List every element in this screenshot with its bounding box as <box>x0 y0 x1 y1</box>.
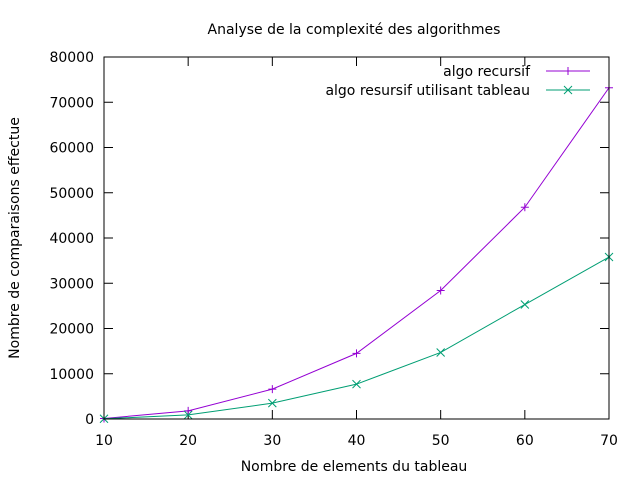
data-point-series-1 <box>352 379 361 389</box>
x-axis-label: Nombre de elements du tableau <box>241 459 468 475</box>
series-line-0 <box>103 87 610 420</box>
y-tick-label: 0 <box>85 412 94 428</box>
x-tick-label: 10 <box>95 433 113 449</box>
x-tick-label: 60 <box>516 433 534 449</box>
x-tick-label: 40 <box>348 433 366 449</box>
x-tick-label: 20 <box>179 433 197 449</box>
plot-frame <box>103 56 610 420</box>
data-point-series-0 <box>184 406 193 415</box>
x-tick-label: 30 <box>263 433 281 449</box>
data-point-series-0 <box>268 385 277 394</box>
data-point-series-1 <box>436 348 446 357</box>
y-tick-label: 10000 <box>49 367 94 383</box>
data-point-series-1 <box>520 300 530 309</box>
legend-swatch-marker <box>563 85 573 95</box>
series-line-1 <box>103 256 610 420</box>
y-tick-label: 80000 <box>49 50 94 66</box>
y-tick-label: 20000 <box>49 322 94 338</box>
legend: algo recursif algo resursif utilisant tab… <box>325 64 590 99</box>
legend-swatch-marker <box>564 67 572 75</box>
y-tick-label: 30000 <box>49 276 94 292</box>
series-lines <box>99 83 614 424</box>
legend-label: algo resursif utilisant tableau <box>325 83 530 99</box>
x-tick-label: 50 <box>432 433 450 449</box>
y-tick-label: 60000 <box>49 141 94 157</box>
data-point-series-1 <box>183 410 193 420</box>
y-tick-label: 50000 <box>49 186 94 202</box>
data-point-series-0 <box>352 349 361 358</box>
y-axis-label: Nombre de comparaisons effectue <box>7 117 23 359</box>
data-point-series-0 <box>436 286 445 295</box>
data-point-series-0 <box>520 203 529 212</box>
legend-label: algo recursif <box>443 64 531 80</box>
data-point-series-1 <box>267 398 277 408</box>
x-tick-label: 70 <box>600 433 618 449</box>
chart-title: Analyse de la complexité des algorithmes <box>208 22 501 38</box>
y-tick-label: 70000 <box>49 95 94 111</box>
y-tick-label: 40000 <box>49 231 94 247</box>
